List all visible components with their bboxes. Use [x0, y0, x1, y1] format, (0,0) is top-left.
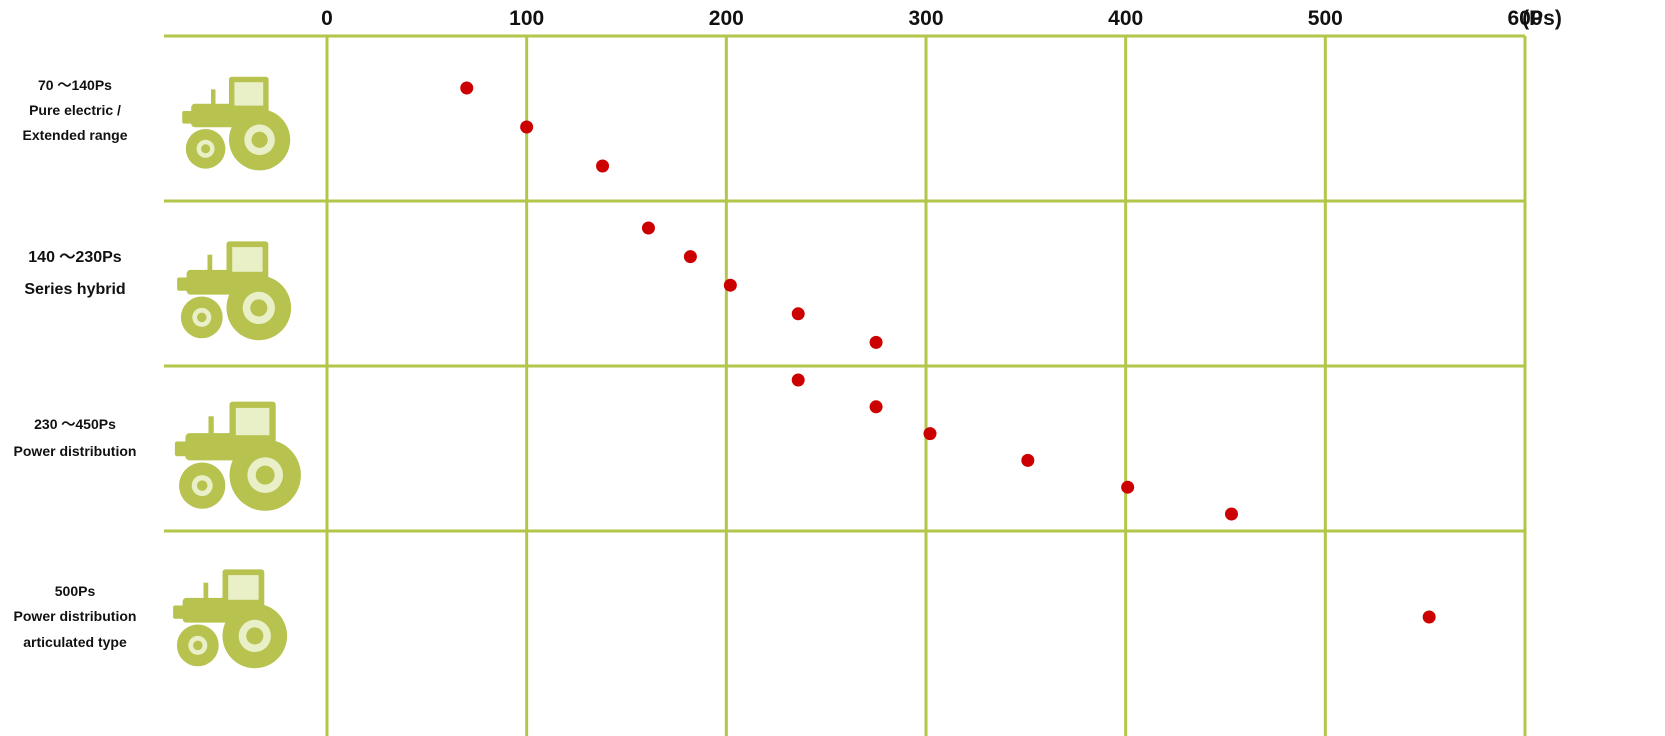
- row-label-line: Pure electric /: [29, 102, 121, 118]
- x-axis-unit-label: (Ps): [1522, 7, 1562, 30]
- row-label-row1: 70 ～140Ps Pure electric / Extended range: [22, 77, 127, 143]
- data-point-row3-4: [1121, 480, 1135, 494]
- small-tractor-icon: [182, 76, 291, 171]
- row-label-row3: 230 ～450Ps Power distribution: [14, 416, 137, 459]
- data-point-row3-5: [1224, 507, 1238, 521]
- row-label-line: 70 ～140Ps: [38, 77, 112, 93]
- row-label-row2: 140 ～230Ps Series hybrid: [24, 249, 125, 298]
- cab-tractor-icon: [177, 241, 292, 341]
- data-points: [460, 81, 1436, 624]
- x-tick-label-0: 0: [321, 7, 333, 30]
- x-tick-label-500: 500: [1308, 7, 1343, 30]
- x-tick-label-600: 600: [1507, 7, 1542, 30]
- row-labels: 70 ～140Ps Pure electric / Extended range 14…: [14, 77, 137, 650]
- row-label-line: 230 ～450Ps: [34, 416, 116, 432]
- row-label-line: articulated type: [23, 634, 127, 650]
- row-label-line: 140 ～230Ps: [28, 249, 122, 266]
- row-label-line: Series hybrid: [24, 281, 125, 298]
- x-tick-label-100: 100: [509, 7, 544, 30]
- x-axis-tick-labels: 0 100 200 300 400 500 600(Ps): [321, 7, 1562, 30]
- row-label-row4: 500Ps Power distribution articulated type: [14, 583, 137, 650]
- row-label-line: Power distribution: [14, 443, 137, 459]
- data-point-row3-3: [1021, 453, 1035, 467]
- data-point-row4-0: [1422, 610, 1436, 624]
- data-point-row2-2: [723, 278, 737, 292]
- data-point-row3-1: [869, 400, 883, 414]
- row-icons: [173, 76, 301, 669]
- row-label-line: Extended range: [22, 127, 127, 143]
- row-label-line: 500Ps: [55, 583, 96, 599]
- data-point-row2-4: [869, 335, 883, 349]
- data-point-row3-0: [791, 373, 805, 387]
- x-tick-label-400: 400: [1108, 7, 1143, 30]
- data-point-row2-3: [791, 307, 805, 321]
- data-point-row2-1: [683, 250, 697, 264]
- data-point-row1-0: [460, 81, 474, 95]
- x-tick-label-200: 200: [709, 7, 744, 30]
- grid: [164, 34, 1527, 736]
- articulated-tractor-icon: [173, 569, 288, 669]
- data-point-row1-2: [596, 159, 610, 173]
- data-point-row3-2: [923, 427, 937, 441]
- data-point-row2-0: [641, 221, 655, 235]
- x-tick-label-300: 300: [908, 7, 943, 30]
- row-label-line: Power distribution: [14, 608, 137, 624]
- data-point-row1-1: [520, 120, 534, 134]
- large-tractor-icon: [174, 401, 301, 511]
